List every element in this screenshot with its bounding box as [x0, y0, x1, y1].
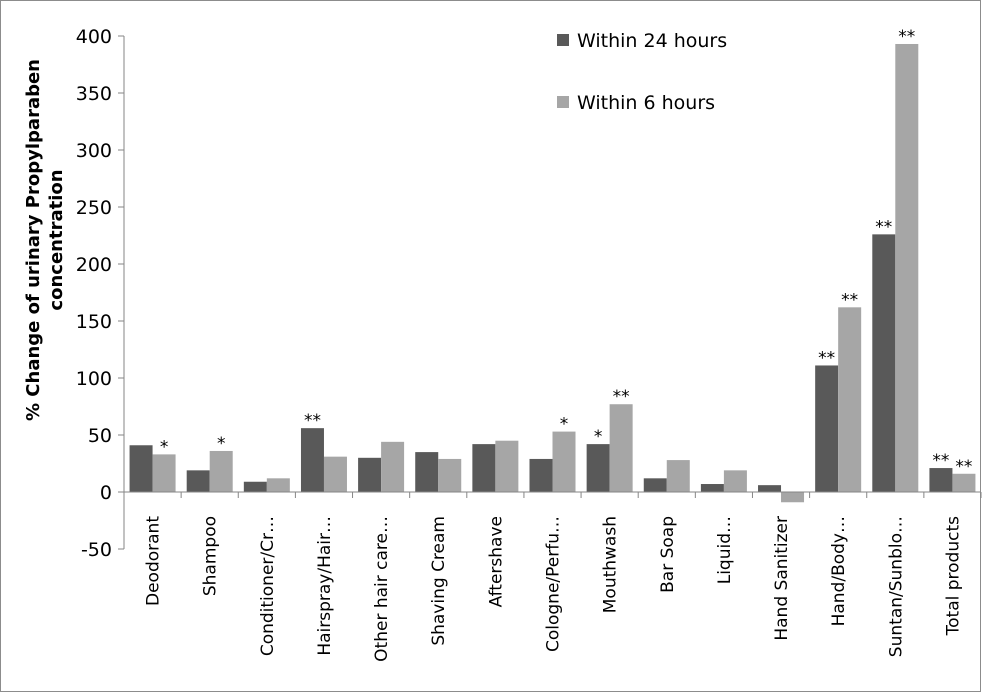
- bar: [209, 450, 233, 492]
- legend-swatch: [557, 96, 569, 108]
- bar: [438, 458, 462, 492]
- significance-marker: **: [875, 217, 892, 237]
- bar: [895, 43, 919, 492]
- significance-marker: **: [613, 387, 630, 407]
- bar: [838, 307, 862, 492]
- y-axis-ticks: -50 0 50 100 150 200 250 300 350 400: [76, 26, 124, 561]
- category-label: Aftershave: [486, 516, 506, 607]
- bar: [243, 481, 267, 492]
- bar: [723, 470, 747, 492]
- y-tick-label: 400: [76, 26, 112, 48]
- y-tick-label: -50: [81, 539, 112, 561]
- legend-label: Within 6 hours: [577, 92, 715, 114]
- category-label: Shaving Cream: [429, 516, 449, 646]
- bar: [586, 444, 610, 492]
- bar: [152, 454, 176, 492]
- category-label: Bar Soap: [658, 516, 678, 593]
- bar: [952, 473, 976, 492]
- category-label: Hand/Body…: [829, 516, 849, 626]
- y-axis-title-line-2: concentration: [46, 169, 67, 310]
- y-tick-label: 250: [76, 197, 112, 219]
- category-label: Conditioner/Cr…: [258, 516, 278, 656]
- category-label: Shampoo: [201, 516, 221, 596]
- significance-markers: ********** **********: [160, 27, 973, 477]
- bar: [529, 458, 553, 492]
- bar: [358, 457, 382, 492]
- y-tick-label: 100: [76, 368, 112, 390]
- bar: [300, 428, 324, 492]
- bar: [700, 484, 724, 492]
- significance-marker: **: [304, 411, 321, 431]
- bar: [381, 441, 405, 492]
- bar: [781, 492, 805, 503]
- category-label: Suntan/Sunblo…: [886, 516, 906, 657]
- category-label: Cologne/Perfu…: [544, 516, 564, 652]
- legend: Within 24 hours Within 6 hours: [557, 30, 727, 114]
- y-axis-title-line-1: % Change of urinary Propylparaben: [23, 59, 44, 421]
- category-label: Deodorant: [144, 516, 164, 606]
- bar: [872, 234, 896, 493]
- bar: [266, 478, 290, 492]
- y-tick-label: 200: [76, 254, 112, 276]
- category-label: Other hair care…: [372, 516, 392, 662]
- axes: [123, 36, 982, 549]
- bar: [495, 440, 519, 492]
- y-axis-title: % Change of urinary Propylparaben concen…: [23, 59, 67, 421]
- y-tick-label: 150: [76, 311, 112, 333]
- y-tick-label: 0: [100, 482, 112, 504]
- y-tick-label: 300: [76, 140, 112, 162]
- significance-marker: **: [932, 451, 949, 471]
- significance-marker: **: [955, 457, 972, 477]
- legend-swatch: [557, 34, 569, 46]
- bar: [666, 460, 690, 492]
- category-label: Hairspray/Hair…: [315, 516, 335, 656]
- bar: [929, 468, 953, 492]
- bar: [643, 478, 667, 492]
- category-label: Total products: [943, 516, 963, 636]
- y-tick-label: 350: [76, 83, 112, 105]
- bar: [552, 431, 576, 492]
- legend-label: Within 24 hours: [577, 30, 727, 52]
- significance-marker: *: [217, 434, 226, 454]
- bar-series: [129, 43, 976, 503]
- bar: [323, 456, 347, 492]
- bar: [609, 404, 633, 492]
- bar: [129, 445, 153, 492]
- significance-marker: **: [818, 348, 835, 368]
- significance-marker: **: [841, 290, 858, 310]
- category-label: Mouthwash: [601, 516, 621, 613]
- significance-marker: **: [898, 27, 915, 47]
- x-axis-category-labels: Deodorant Shampoo Conditioner/Cr… Hairspray…: [144, 516, 964, 662]
- bar: [186, 470, 210, 492]
- category-label: Liquid…: [715, 516, 735, 584]
- bar: [415, 452, 439, 492]
- significance-marker: *: [594, 427, 603, 447]
- bar: [758, 485, 782, 492]
- category-label: Hand Sanitizer: [772, 516, 792, 641]
- significance-marker: *: [160, 437, 169, 457]
- y-tick-label: 50: [88, 425, 112, 447]
- significance-marker: *: [560, 415, 569, 435]
- bar: [815, 365, 839, 492]
- bar: [472, 444, 496, 492]
